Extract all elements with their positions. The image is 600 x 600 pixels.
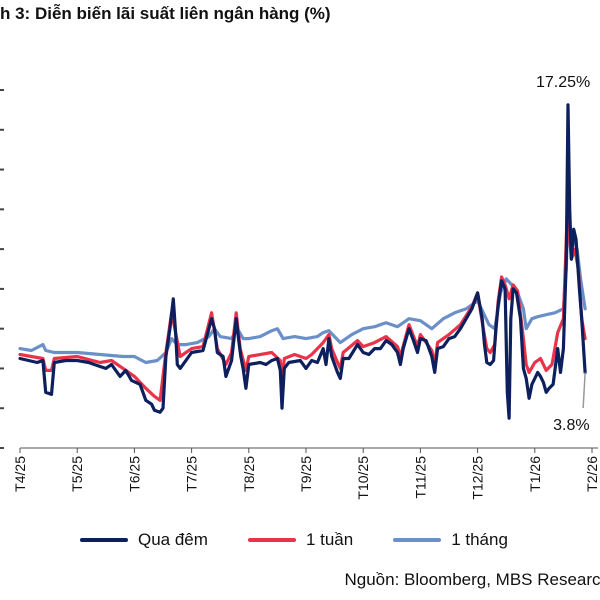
legend: Qua đêm 1 tuần 1 tháng [80, 530, 508, 550]
annotations: 17.25% 3.8% [533, 70, 600, 434]
x-tick-label: T1/26 [527, 456, 543, 492]
legend-swatch-1-tuan [247, 538, 296, 542]
annotation-leader-line [582, 372, 586, 409]
x-tick-label: T8/25 [241, 456, 257, 492]
x-tick-label: T10/25 [355, 456, 371, 500]
x-tick-label: T11/25 [412, 456, 428, 499]
series-line-qua-dem [18, 103, 587, 420]
legend-label-qua-dem: Qua đêm [138, 530, 208, 549]
x-tick-label: T6/25 [126, 456, 142, 492]
x-axis-ticks: T4/25 T5/25 T6/25 T7/25 T8/25 T9/25 T10/25 T11/… [12, 448, 600, 500]
source-note: Nguồn: Bloomberg, MBS Research [344, 570, 600, 589]
x-tick-label: T12/25 [470, 456, 486, 500]
legend-label-1-tuan: 1 tuần [305, 530, 354, 549]
chart-title: h 3: Diễn biến lãi suất liên ngân hàng (… [0, 4, 331, 23]
legend-item-1-thang: 1 tháng [393, 530, 508, 550]
annotation-latest: 3.8% [553, 417, 589, 434]
y-axis-ticks [0, 89, 4, 449]
x-tick-label: T4/25 [12, 456, 28, 492]
legend-swatch-qua-dem [80, 538, 128, 542]
legend-item-qua-dem: Qua đêm [80, 530, 208, 550]
annotation-peak: 17.25% [536, 74, 590, 91]
legend-item-1-tuan: 1 tuần [247, 530, 354, 550]
x-tick-label: T7/25 [184, 456, 200, 492]
legend-swatch-1-thang [393, 538, 442, 542]
series-line-1-thang [18, 207, 587, 365]
annotation-bg [533, 70, 600, 92]
legend-label-1-thang: 1 tháng [451, 530, 508, 549]
x-tick-label: T2/26 [584, 456, 600, 492]
x-tick-label: T5/25 [69, 456, 85, 492]
x-tick-label: T9/25 [298, 456, 314, 492]
series-lines [18, 103, 587, 420]
